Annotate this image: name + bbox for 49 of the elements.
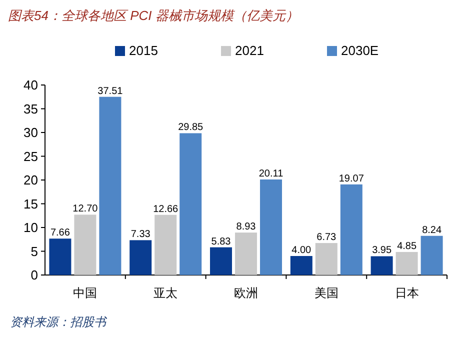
y-tick-label: 40 (24, 78, 38, 92)
data-label: 7.33 (130, 229, 151, 240)
data-label: 12.66 (153, 204, 179, 215)
bar (99, 96, 122, 275)
x-tick-label: 中国 (73, 286, 98, 300)
chart-title: 图表54：全球各地区 PCI 器械市场规模（亿美元） (8, 8, 298, 23)
bar (235, 232, 257, 275)
bar (290, 256, 312, 275)
data-label: 5.83 (211, 236, 232, 248)
bar (315, 243, 338, 275)
data-label: 8.24 (422, 224, 442, 236)
data-label: 8.93 (236, 222, 256, 233)
text: 资料来源：招股书 (10, 315, 108, 329)
data-label: 7.66 (50, 228, 70, 239)
y-tick-label: 30 (24, 125, 38, 140)
bar (370, 256, 393, 275)
bar (210, 247, 232, 275)
data-label: 4.00 (292, 245, 312, 256)
data-label: 4.85 (397, 240, 417, 252)
y-tick-label: 0 (30, 268, 38, 282)
y-tick-label: 10 (24, 220, 38, 235)
bar (260, 179, 282, 275)
bar (130, 240, 152, 275)
bar (74, 214, 96, 275)
y-tick-label: 15 (24, 196, 38, 212)
data-label: 20.11 (258, 168, 284, 180)
data-label: 12.70 (72, 204, 98, 215)
legend-label: 2030E (341, 43, 379, 58)
y-tick-label: 5 (30, 244, 38, 259)
data-label: 29.85 (178, 122, 204, 134)
x-tick-label: 亚太 (154, 286, 178, 300)
data-label: 37.51 (98, 86, 124, 97)
y-tick-label: 25 (24, 148, 38, 164)
y-tick-label: 20 (24, 172, 38, 188)
x-tick-label: 日本 (394, 286, 419, 300)
legend-label: 2015 (129, 43, 158, 58)
x-tick-label: 欧洲 (234, 286, 258, 300)
bar (49, 238, 72, 275)
data-label: 6.73 (316, 232, 337, 244)
data-label: 19.07 (338, 173, 364, 184)
bar (180, 133, 202, 275)
data-label: 3.95 (372, 245, 392, 256)
bar (154, 214, 177, 275)
bar (420, 236, 443, 275)
bar (340, 184, 362, 275)
bar (396, 252, 418, 275)
y-tick-label: 35 (24, 101, 38, 116)
legend-label: 2021 (235, 43, 264, 58)
x-tick-label: 美国 (314, 286, 338, 300)
